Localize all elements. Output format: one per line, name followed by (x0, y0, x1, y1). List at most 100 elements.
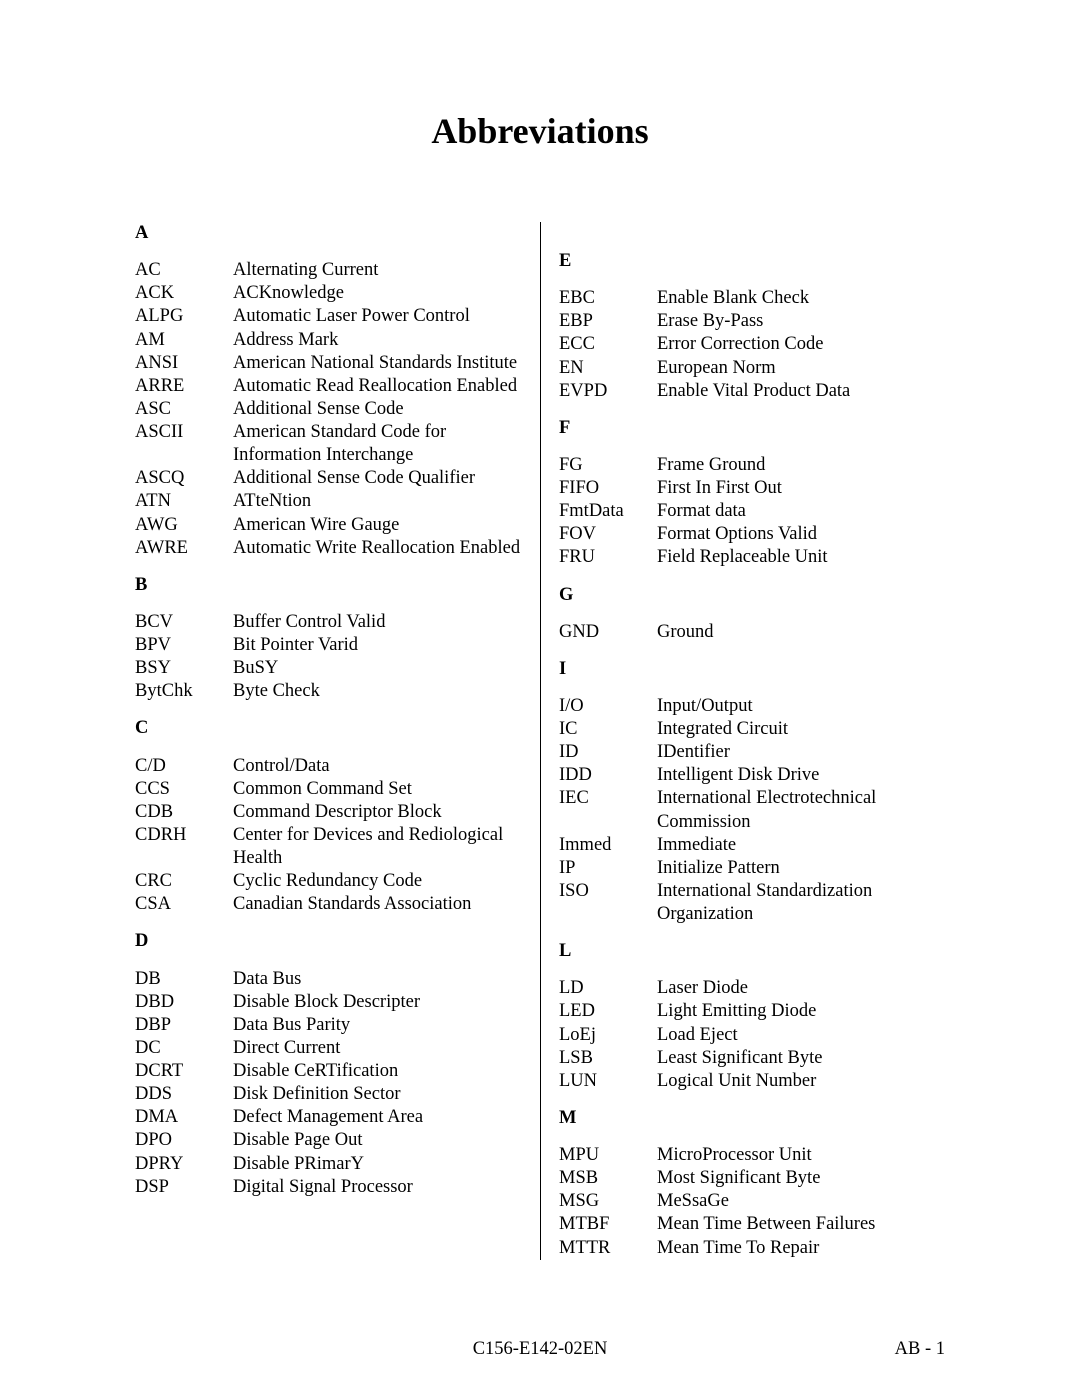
abbreviation-entry: LUNLogical Unit Number (559, 1070, 945, 1093)
abbreviation-definition: Immediate (657, 834, 945, 857)
section-head: F (559, 417, 945, 440)
abbreviation-term: DBD (135, 991, 233, 1014)
section-head: B (135, 574, 522, 597)
abbreviation-entry: ICIntegrated Circuit (559, 718, 945, 741)
abbreviation-entry: IDIDentifier (559, 741, 945, 764)
abbreviation-definition: Command Descriptor Block (233, 801, 522, 824)
abbreviation-term: DC (135, 1037, 233, 1060)
abbreviation-term: EVPD (559, 380, 657, 403)
abbreviation-entry: EVPDEnable Vital Product Data (559, 380, 945, 403)
abbreviation-definition: Error Correction Code (657, 333, 945, 356)
abbreviation-entry: LSBLeast Significant Byte (559, 1047, 945, 1070)
abbreviation-definition: Enable Vital Product Data (657, 380, 945, 403)
abbreviation-definition: Most Significant Byte (657, 1167, 945, 1190)
abbreviation-definition: Canadian Standards Association (233, 893, 522, 916)
abbreviation-definition: Initialize Pattern (657, 857, 945, 880)
abbreviation-definition: Defect Management Area (233, 1106, 522, 1129)
abbreviation-entry: CRCCyclic Redundancy Code (135, 870, 522, 893)
abbreviation-term: ASC (135, 398, 233, 421)
abbreviation-term: AC (135, 259, 233, 282)
abbreviation-definition: Format Options Valid (657, 523, 945, 546)
abbreviation-term: IC (559, 718, 657, 741)
section-head: G (559, 584, 945, 607)
abbreviation-entry: DPRYDisable PRimarY (135, 1153, 522, 1176)
section-head: I (559, 658, 945, 681)
abbreviation-definition: Field Replaceable Unit (657, 546, 945, 569)
abbreviation-definition: Alternating Current (233, 259, 522, 282)
abbreviation-term: ASCII (135, 421, 233, 444)
abbreviation-entry: ASCQAdditional Sense Code Qualifier (135, 467, 522, 490)
abbreviation-entry: IPInitialize Pattern (559, 857, 945, 880)
abbreviation-entry: MPUMicroProcessor Unit (559, 1144, 945, 1167)
abbreviation-entry: FmtDataFormat data (559, 500, 945, 523)
abbreviation-entry: DCDirect Current (135, 1037, 522, 1060)
abbreviation-entry: MTBFMean Time Between Failures (559, 1213, 945, 1236)
abbreviation-term: AWRE (135, 537, 233, 560)
abbreviation-definition: Automatic Read Reallocation Enabled (233, 375, 522, 398)
section-head: D (135, 930, 522, 953)
abbreviation-definition: Automatic Write Reallocation Enabled (233, 537, 522, 560)
abbreviation-definition: MicroProcessor Unit (657, 1144, 945, 1167)
right-column: EEBCEnable Blank CheckEBPErase By-PassEC… (540, 222, 945, 1260)
abbreviation-entry: BCVBuffer Control Valid (135, 611, 522, 634)
abbreviation-definition: American Wire Gauge (233, 514, 522, 537)
abbreviation-definition: Logical Unit Number (657, 1070, 945, 1093)
abbreviation-term: AM (135, 329, 233, 352)
abbreviation-term: DB (135, 968, 233, 991)
abbreviation-definition: IDentifier (657, 741, 945, 764)
abbreviation-entry: LEDLight Emitting Diode (559, 1000, 945, 1023)
abbreviation-entry: AWGAmerican Wire Gauge (135, 514, 522, 537)
abbreviation-entry: MSGMeSsaGe (559, 1190, 945, 1213)
abbreviation-term: MPU (559, 1144, 657, 1167)
abbreviation-definition: Load Eject (657, 1024, 945, 1047)
abbreviation-entry: CCSCommon Command Set (135, 778, 522, 801)
abbreviation-term: ATN (135, 490, 233, 513)
abbreviation-definition: American Standard Code for Information I… (233, 421, 522, 467)
abbreviation-term: GND (559, 621, 657, 644)
abbreviation-definition: Laser Diode (657, 977, 945, 1000)
column-top-pad (559, 222, 945, 250)
abbreviation-definition: Frame Ground (657, 454, 945, 477)
abbreviation-definition: International Standardization Organizati… (657, 880, 945, 926)
abbreviation-entry: DCRTDisable CeRTification (135, 1060, 522, 1083)
abbreviation-entry: LDLaser Diode (559, 977, 945, 1000)
abbreviation-term: EBC (559, 287, 657, 310)
abbreviation-entry: CSACanadian Standards Association (135, 893, 522, 916)
abbreviation-entry: EBPErase By-Pass (559, 310, 945, 333)
abbreviation-entry: BSYBuSY (135, 657, 522, 680)
abbreviation-definition: MeSsaGe (657, 1190, 945, 1213)
abbreviation-definition: Byte Check (233, 680, 522, 703)
abbreviation-entry: ImmedImmediate (559, 834, 945, 857)
abbreviation-entry: LoEjLoad Eject (559, 1024, 945, 1047)
abbreviation-term: IP (559, 857, 657, 880)
abbreviation-definition: Format data (657, 500, 945, 523)
abbreviation-definition: ATteNtion (233, 490, 522, 513)
abbreviation-definition: Disk Definition Sector (233, 1083, 522, 1106)
left-column: AACAlternating CurrentACKACKnowledgeALPG… (135, 222, 540, 1260)
footer-page-number: AB - 1 (895, 1339, 945, 1360)
abbreviation-term: DCRT (135, 1060, 233, 1083)
abbreviation-entry: CDRHCenter for Devices and Rediological … (135, 824, 522, 870)
abbreviation-term: ANSI (135, 352, 233, 375)
abbreviation-entry: ARREAutomatic Read Reallocation Enabled (135, 375, 522, 398)
abbreviation-definition: Data Bus Parity (233, 1014, 522, 1037)
abbreviation-term: ECC (559, 333, 657, 356)
abbreviation-term: LD (559, 977, 657, 1000)
abbreviation-entry: DSPDigital Signal Processor (135, 1176, 522, 1199)
abbreviation-entry: ATNATteNtion (135, 490, 522, 513)
abbreviation-term: CDRH (135, 824, 233, 847)
abbreviation-definition: Ground (657, 621, 945, 644)
abbreviation-entry: MSBMost Significant Byte (559, 1167, 945, 1190)
abbreviation-definition: Light Emitting Diode (657, 1000, 945, 1023)
section-head: E (559, 250, 945, 273)
abbreviation-definition: American National Standards Institute (233, 352, 522, 375)
abbreviation-term: FIFO (559, 477, 657, 500)
abbreviation-term: DBP (135, 1014, 233, 1037)
abbreviation-term: LoEj (559, 1024, 657, 1047)
section-head: C (135, 717, 522, 740)
abbreviation-term: MTTR (559, 1237, 657, 1260)
abbreviation-definition: Common Command Set (233, 778, 522, 801)
abbreviation-term: LSB (559, 1047, 657, 1070)
abbreviation-entry: ACKACKnowledge (135, 282, 522, 305)
abbreviation-term: CRC (135, 870, 233, 893)
